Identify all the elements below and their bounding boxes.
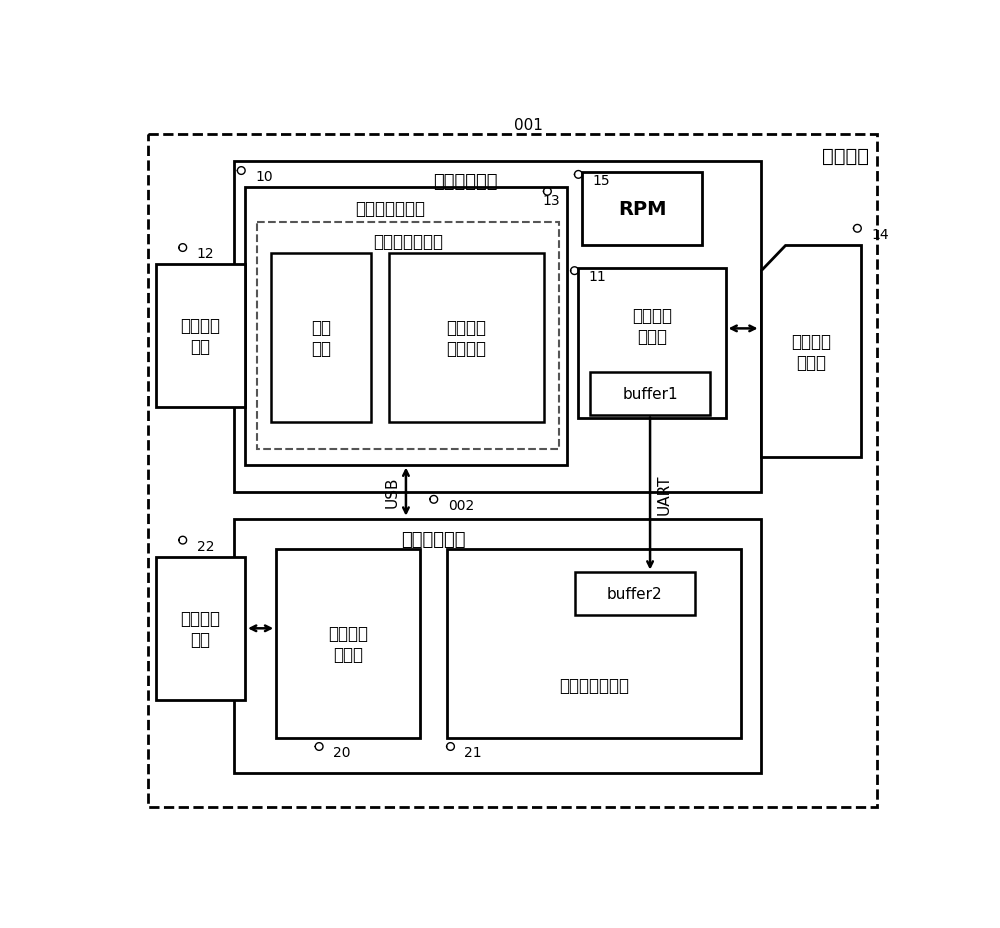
- Text: 第一处理芯片: 第一处理芯片: [433, 173, 498, 190]
- Bar: [582, 173, 702, 246]
- Text: 存储
模块: 存储 模块: [311, 319, 331, 357]
- Text: 第二处理芯片: 第二处理芯片: [402, 530, 466, 548]
- Text: RPM: RPM: [618, 200, 667, 219]
- Bar: [578, 269, 726, 419]
- Bar: [276, 549, 420, 739]
- Text: 第二应用
处理器: 第二应用 处理器: [328, 625, 368, 664]
- Text: 22: 22: [197, 539, 214, 553]
- Text: buffer2: buffer2: [607, 586, 662, 601]
- Text: 第二射频
模块: 第二射频 模块: [181, 610, 221, 648]
- Text: 第一调制
解调器: 第一调制 解调器: [632, 306, 672, 345]
- Bar: [234, 519, 761, 773]
- Text: buffer1: buffer1: [622, 387, 678, 402]
- Text: 002: 002: [448, 498, 474, 512]
- Text: 实体用户
识别卡: 实体用户 识别卡: [791, 332, 831, 371]
- Text: 001: 001: [514, 118, 542, 133]
- Text: 10: 10: [255, 170, 273, 184]
- Text: 15: 15: [592, 174, 610, 187]
- Bar: [447, 549, 741, 739]
- Text: 虚拟片内
操作系统: 虚拟片内 操作系统: [446, 319, 486, 357]
- Bar: [156, 265, 245, 407]
- Polygon shape: [761, 246, 861, 458]
- Text: 移动终端: 移动终端: [822, 147, 869, 165]
- Text: 20: 20: [333, 745, 351, 759]
- Bar: [245, 188, 567, 465]
- Text: 12: 12: [197, 247, 214, 261]
- Bar: [156, 558, 245, 700]
- Text: UART: UART: [657, 474, 672, 514]
- Bar: [574, 573, 695, 615]
- Text: USB: USB: [384, 476, 399, 508]
- Text: 第一应用处理器: 第一应用处理器: [355, 200, 425, 217]
- Text: 第一射频
模块: 第一射频 模块: [181, 317, 221, 355]
- Text: 14: 14: [871, 227, 889, 241]
- Text: 第二调制解调器: 第二调制解调器: [559, 677, 629, 694]
- Text: 虚拟用户识别卡: 虚拟用户识别卡: [373, 232, 443, 251]
- Bar: [257, 223, 559, 450]
- Text: 13: 13: [543, 194, 561, 208]
- Bar: [590, 373, 710, 415]
- Text: 11: 11: [588, 270, 606, 284]
- Bar: [271, 253, 371, 423]
- Text: 21: 21: [464, 745, 482, 759]
- Bar: [388, 253, 544, 423]
- Bar: [234, 161, 761, 492]
